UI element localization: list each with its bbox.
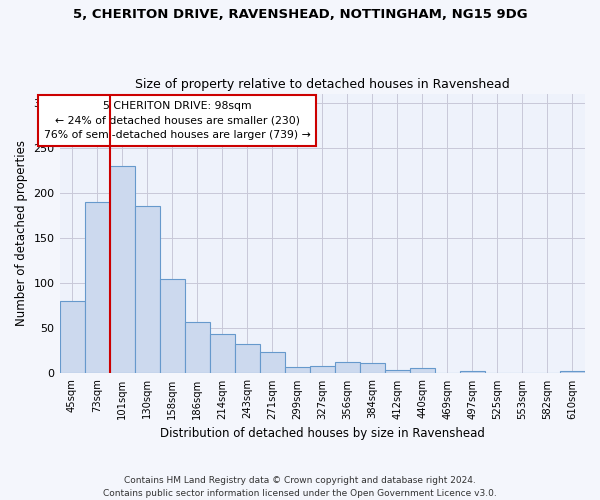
Bar [335,362,360,374]
Bar [360,364,385,374]
Bar [460,370,485,374]
Bar [85,202,110,374]
Text: 5, CHERITON DRIVE, RAVENSHEAD, NOTTINGHAM, NG15 9DG: 5, CHERITON DRIVE, RAVENSHEAD, NOTTINGHA… [73,8,527,20]
Text: Contains HM Land Registry data © Crown copyright and database right 2024.
Contai: Contains HM Land Registry data © Crown c… [103,476,497,498]
Bar [160,278,185,374]
Bar [235,344,260,374]
Title: Size of property relative to detached houses in Ravenshead: Size of property relative to detached ho… [135,78,509,91]
Bar [410,368,435,374]
Bar [209,334,235,374]
Bar [435,372,460,374]
Bar [260,352,285,374]
Bar [510,372,535,374]
Bar [310,366,335,374]
Bar [59,301,85,374]
Bar [285,367,310,374]
Bar [560,370,585,374]
Bar [185,322,209,374]
Bar [110,166,134,374]
Bar [385,370,410,374]
X-axis label: Distribution of detached houses by size in Ravenshead: Distribution of detached houses by size … [160,427,485,440]
Y-axis label: Number of detached properties: Number of detached properties [15,140,28,326]
Bar [134,206,160,374]
Text: 5 CHERITON DRIVE: 98sqm
← 24% of detached houses are smaller (230)
76% of semi-d: 5 CHERITON DRIVE: 98sqm ← 24% of detache… [44,101,311,140]
